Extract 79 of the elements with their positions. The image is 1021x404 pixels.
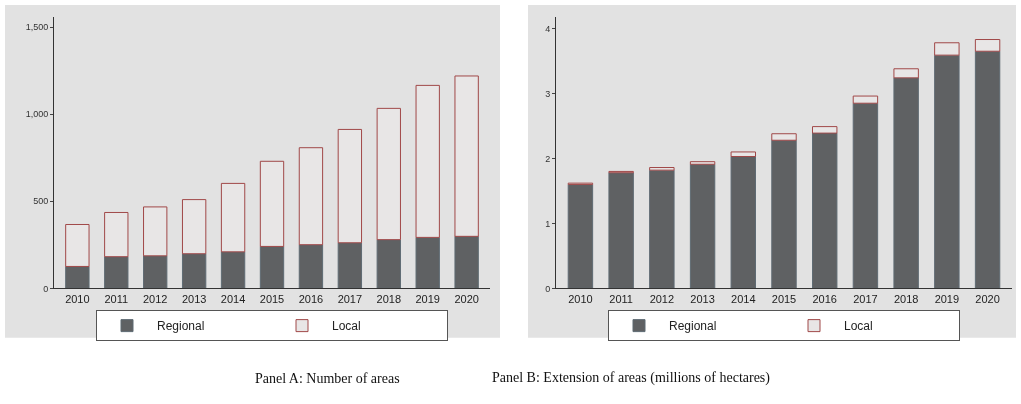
bar — [376, 107, 401, 241]
y-tick-label: 1,500 — [25, 22, 49, 33]
bar — [376, 239, 401, 289]
bar — [65, 265, 90, 289]
y-tick-label: 0 — [43, 283, 49, 294]
x-tick-label: 2010 — [568, 292, 593, 305]
bar — [220, 182, 246, 253]
x-tick-label: 2015 — [259, 292, 285, 305]
bar — [649, 167, 675, 171]
bar — [974, 50, 1001, 289]
x-tick-label: 2017 — [337, 292, 363, 305]
bar — [934, 54, 960, 289]
bar — [104, 211, 129, 258]
bar — [454, 235, 479, 289]
bar — [181, 199, 207, 255]
bar — [730, 151, 756, 157]
bar — [649, 169, 675, 289]
bar — [143, 206, 168, 257]
bar — [893, 68, 919, 79]
x-tick-label: 2013 — [690, 292, 715, 305]
bar — [567, 183, 594, 289]
legend-label: Regional — [157, 319, 205, 334]
bar — [974, 39, 1001, 52]
legend-label: Regional — [669, 319, 717, 334]
bar — [730, 155, 756, 289]
bar — [852, 102, 879, 289]
bar — [181, 253, 207, 289]
bar — [689, 163, 716, 289]
x-tick-label: 2017 — [853, 292, 878, 305]
x-tick-label: 2018 — [893, 292, 919, 305]
bar — [220, 251, 246, 289]
bar — [771, 133, 797, 141]
x-tick-label: 2014 — [731, 292, 756, 305]
bar — [812, 126, 838, 134]
bar — [812, 132, 838, 289]
x-tick-label: 2011 — [609, 292, 633, 305]
legend-label: Local — [844, 319, 873, 334]
bar — [298, 147, 324, 246]
bar — [259, 245, 285, 289]
x-tick-label: 2014 — [220, 292, 246, 305]
x-tick-label: 2011 — [104, 292, 129, 305]
y-tick-label: 1,000 — [25, 109, 49, 120]
bar — [65, 223, 90, 267]
bar — [259, 160, 285, 247]
bar — [104, 256, 129, 289]
y-tick-label: 500 — [33, 196, 49, 207]
legend-label: Local — [332, 319, 361, 334]
x-tick-label: 2016 — [298, 292, 324, 305]
bar — [608, 172, 634, 289]
bar — [893, 77, 919, 289]
bar — [337, 242, 363, 289]
bar — [415, 84, 440, 238]
y-tick-label: 3 — [545, 88, 551, 99]
y-tick-label: 1 — [545, 218, 551, 229]
bar — [415, 236, 440, 289]
bar — [771, 139, 797, 289]
bar — [934, 42, 960, 56]
x-tick-label: 2012 — [142, 292, 168, 305]
bar — [689, 161, 716, 165]
x-tick-label: 2013 — [181, 292, 207, 305]
y-tick-label: 0 — [545, 283, 551, 294]
x-tick-label: 2019 — [415, 292, 440, 305]
text: Panel A: Number of areas — [255, 371, 400, 386]
x-tick-label: 2015 — [771, 292, 797, 305]
bar — [852, 95, 879, 104]
y-tick-label: 2 — [545, 153, 551, 164]
bar — [454, 75, 479, 237]
x-tick-label: 2016 — [812, 292, 837, 305]
x-tick-label: 2012 — [649, 292, 675, 305]
x-tick-label: 2020 — [454, 292, 479, 305]
x-tick-label: 2010 — [65, 292, 90, 305]
y-tick-label: 4 — [545, 23, 551, 34]
x-tick-label: 2018 — [376, 292, 402, 305]
bar — [298, 244, 324, 289]
x-tick-label: 2020 — [975, 292, 1000, 305]
bar — [337, 128, 363, 244]
bar — [143, 255, 168, 289]
text: Panel B: Extension of areas (millions of hectares) — [492, 370, 771, 386]
x-tick-label: 2019 — [934, 292, 960, 305]
